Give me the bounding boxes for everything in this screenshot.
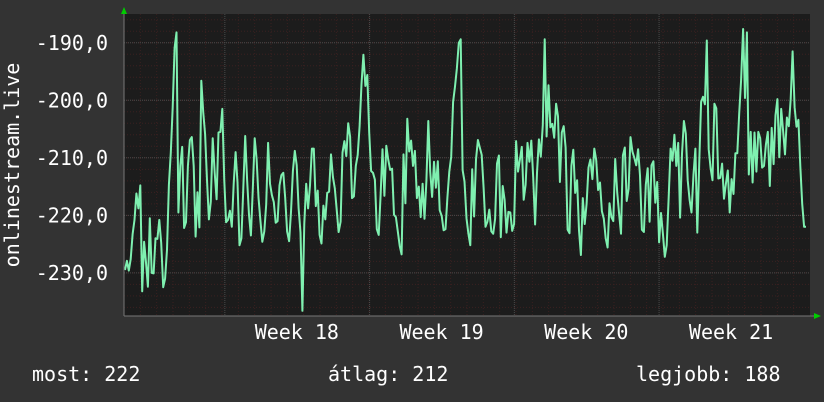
x-axis-arrow-icon <box>814 313 821 319</box>
best-value: legjobb: 188 <box>636 362 781 386</box>
y-tick-label: -230,0 <box>36 261 108 285</box>
series-line <box>124 28 806 312</box>
current-value: most: 222 <box>32 362 141 386</box>
x-tick-label: Week 20 <box>544 320 628 344</box>
x-tick-label: Week 19 <box>399 320 483 344</box>
y-tick-label: -200,0 <box>36 88 108 112</box>
x-tick-label: Week 21 <box>689 320 773 344</box>
y-tick-label: -220,0 <box>36 203 108 227</box>
average-value: átlag: 212 <box>328 362 449 386</box>
y-tick-label: -190,0 <box>36 31 108 55</box>
x-axis-tick-labels: Week 18 Week 19 Week 20 Week 21 <box>255 320 774 344</box>
x-tick-label: Week 18 <box>255 320 339 344</box>
y-tick-label: -210,0 <box>36 146 108 170</box>
y-axis-arrow-icon <box>121 7 127 14</box>
y-axis-label: onlinestream.live <box>0 63 24 268</box>
y-axis-tick-labels: -190,0 -200,0 -210,0 -220,0 -230,0 <box>36 31 108 285</box>
